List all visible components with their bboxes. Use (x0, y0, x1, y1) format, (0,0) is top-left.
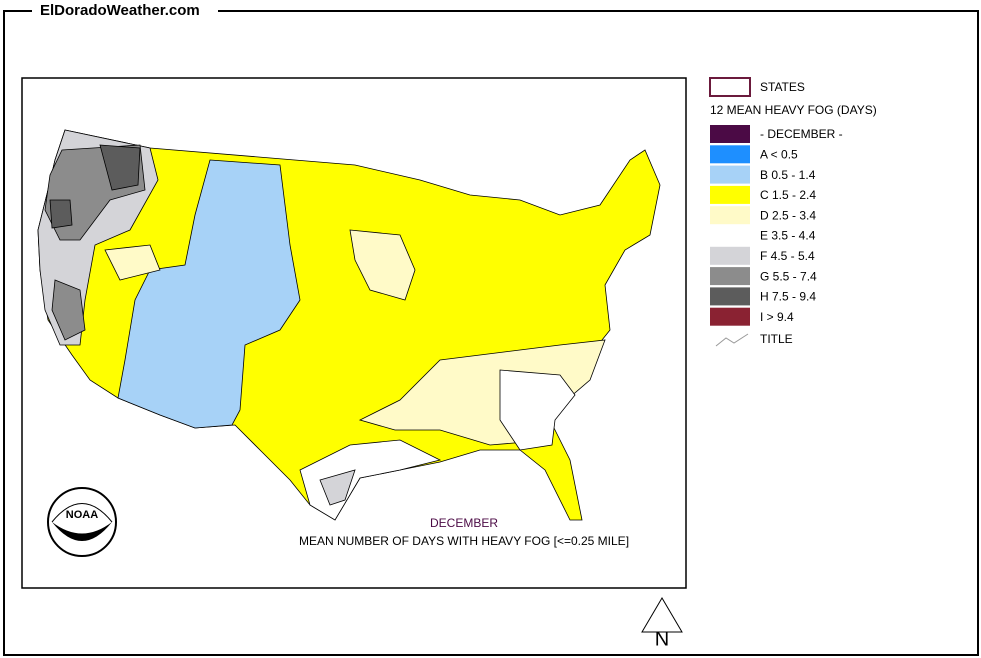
legend-title: 12 MEAN HEAVY FOG (DAYS) (710, 103, 877, 117)
region-f-texas (319, 469, 356, 506)
states-swatch (709, 77, 751, 97)
legend-states: STATES (760, 80, 805, 94)
north-arrow: N (641, 597, 683, 650)
legend-label: C 1.5 - 2.4 (760, 188, 816, 202)
region-b (117, 159, 301, 429)
legend: STATES 12 MEAN HEAVY FOG (DAYS) (709, 77, 877, 117)
legend-swatch (710, 206, 750, 225)
legend-swatch (710, 185, 750, 204)
legend-swatch (710, 165, 750, 184)
site-title: ElDoradoWeather.com (40, 2, 200, 19)
legend-swatch (710, 267, 750, 286)
legend-swatch (710, 226, 750, 245)
legend-swatch (710, 246, 750, 265)
legend-label: A < 0.5 (760, 147, 798, 161)
caption-month: DECEMBER (430, 516, 498, 530)
north-label: N (655, 628, 669, 650)
legend-label: F 4.5 - 5.4 (760, 249, 815, 263)
title-bg (32, 2, 218, 20)
legend-label: E 3.5 - 4.4 (760, 229, 816, 243)
legend-label: I > 9.4 (760, 310, 794, 324)
region-d2 (104, 229, 416, 301)
legend-label: H 7.5 - 9.4 (760, 290, 816, 304)
legend-label: G 5.5 - 7.4 (760, 269, 817, 283)
legend-label: D 2.5 - 3.4 (760, 208, 816, 222)
legend-title-item: TITLE (760, 332, 793, 346)
logo-text: NOAA (66, 509, 98, 521)
legend-swatch (710, 307, 750, 326)
legend-swatch (710, 287, 750, 306)
legend-swatch (710, 145, 750, 164)
region-h (49, 144, 141, 229)
region-e (299, 369, 576, 521)
caption: MEAN NUMBER OF DAYS WITH HEAVY FOG [<=0.… (299, 534, 629, 548)
frame (3, 10, 979, 656)
legend-label: - DECEMBER - (760, 127, 843, 141)
noaa-logo: NOAA (47, 487, 117, 557)
legend-label: B 0.5 - 1.4 (760, 168, 816, 182)
legend-swatch (710, 125, 750, 143)
us-map (37, 129, 661, 521)
title-swatch (715, 333, 749, 347)
region-g (44, 144, 146, 341)
